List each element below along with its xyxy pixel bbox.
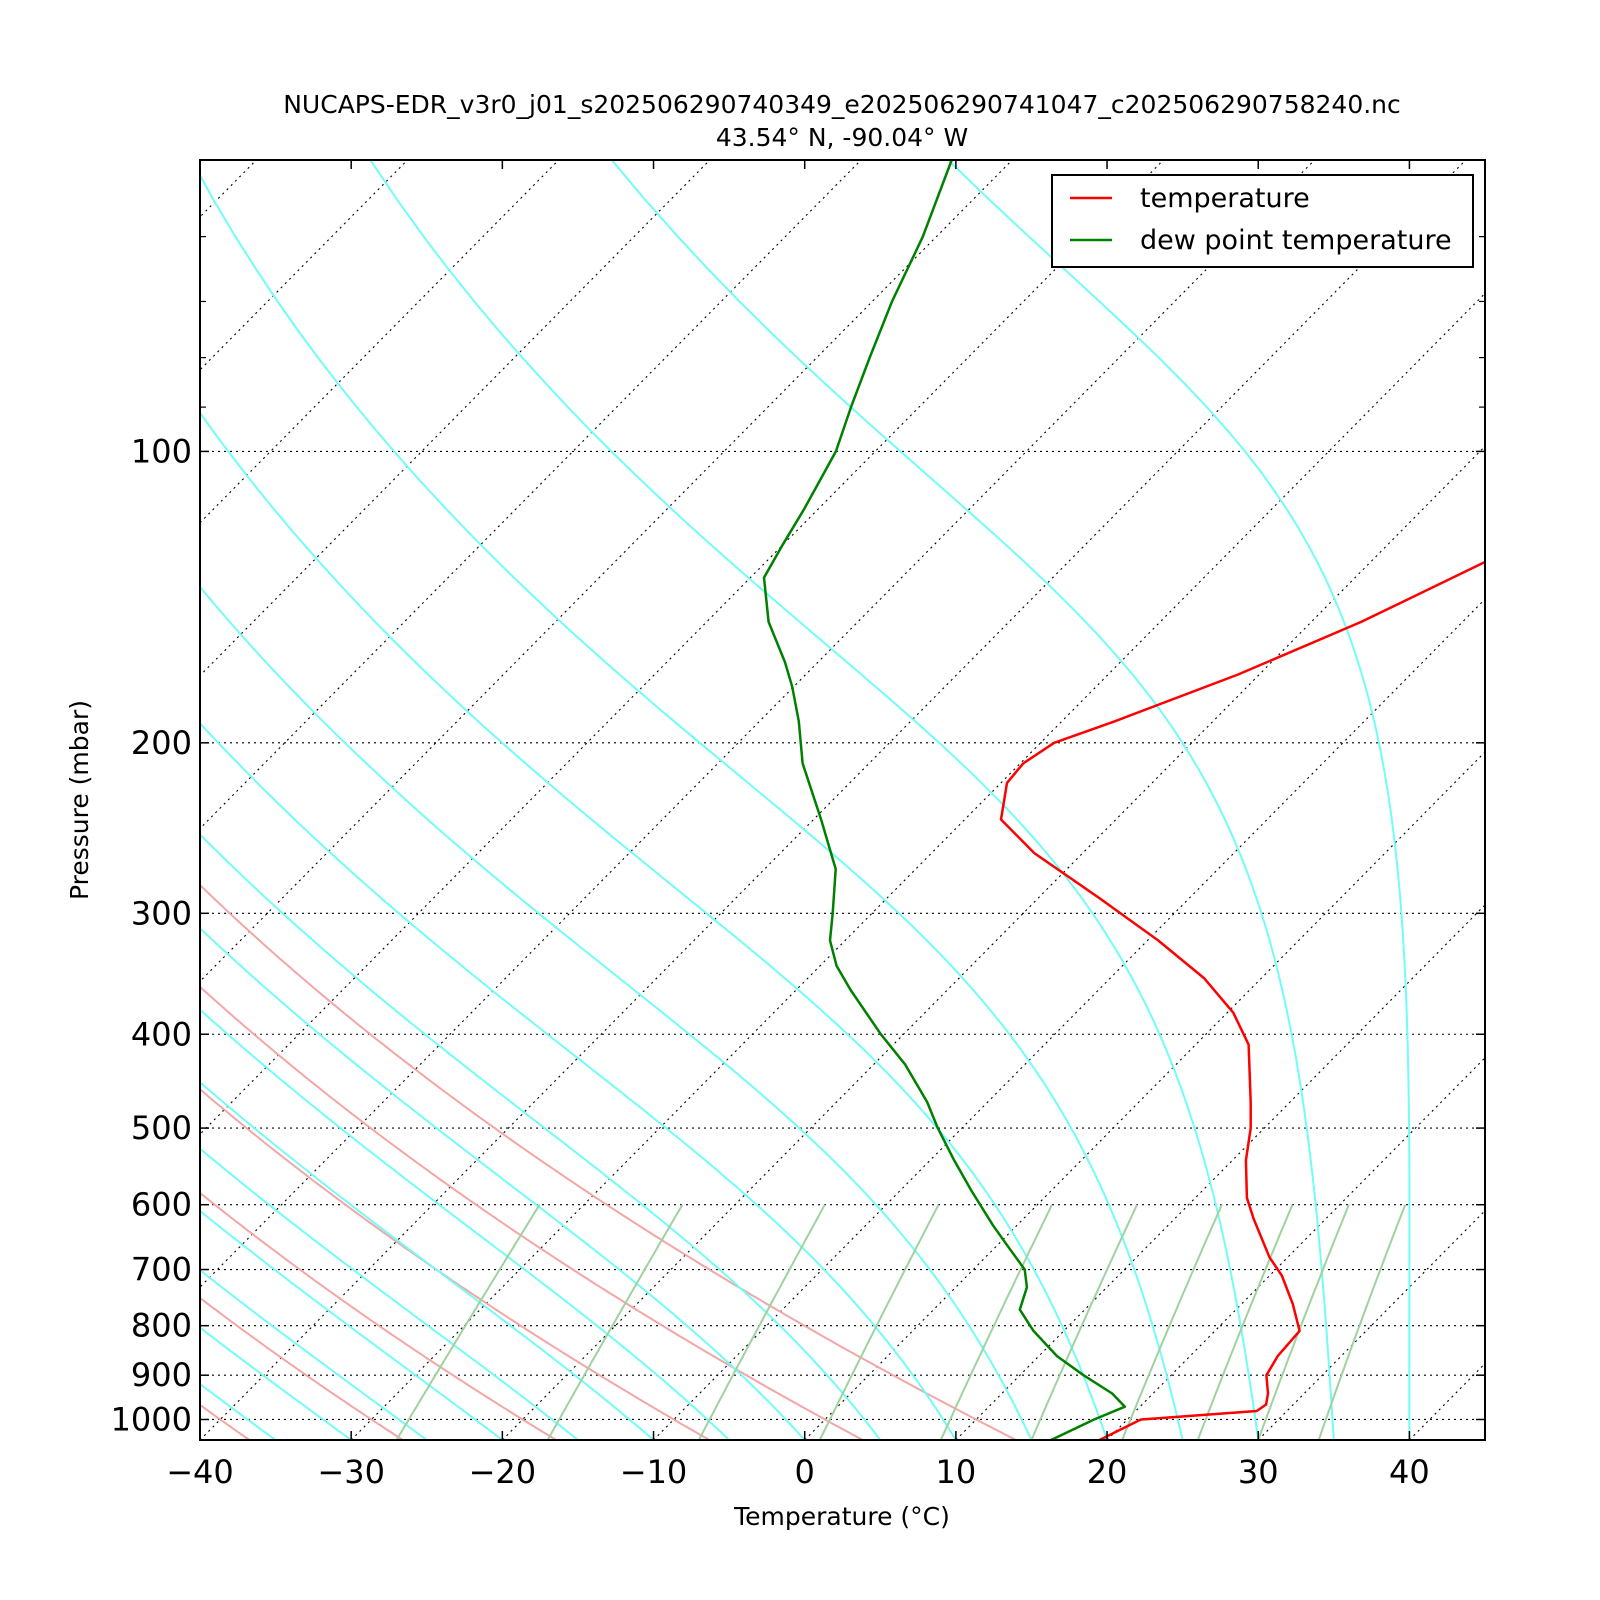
x-tick-label: −10 — [620, 1453, 688, 1491]
moist-adiabat-line — [200, 1080, 655, 1440]
x-tick-label: 30 — [1238, 1453, 1279, 1491]
data-series — [762, 160, 1485, 1440]
isotherm-line — [350, 292, 1485, 1440]
x-tick-label: 0 — [795, 1453, 815, 1491]
mixing-ratio-line — [395, 1204, 541, 1440]
dry-adiabat-line — [200, 1296, 404, 1440]
isotherm-line — [200, 160, 711, 677]
isotherm-line — [200, 160, 1164, 1136]
legend: temperature dew point temperature — [1051, 174, 1474, 268]
x-tick-label: 40 — [1389, 1453, 1430, 1491]
moist-adiabat-line — [200, 1147, 579, 1440]
isotherm-line — [200, 160, 1315, 1288]
moist-adiabat-line — [200, 1209, 503, 1440]
moist-adiabat-line — [369, 160, 1260, 1440]
moist-adiabat-line — [200, 1268, 428, 1440]
y-tick-label: 500 — [131, 1109, 192, 1147]
y-axis-ticks: 100 200 300 400 500 600 700 800 900 1000 — [111, 159, 1485, 1438]
legend-label-dew-point: dew point temperature — [1140, 225, 1452, 256]
y-tick-label: 300 — [131, 894, 192, 932]
moist-adiabat-line — [200, 1326, 352, 1440]
y-tick-label: 900 — [131, 1356, 192, 1394]
moist-adiabat-line — [611, 160, 1335, 1440]
mixing-ratio-line — [1121, 1204, 1223, 1440]
mixing-ratio-line — [698, 1204, 826, 1440]
mixing-ratio-line — [1196, 1204, 1294, 1440]
plot-area — [200, 160, 1485, 1440]
dry-adiabat-line — [200, 883, 1017, 1440]
isotherm-line — [200, 160, 862, 830]
y-tick-label: 1000 — [111, 1400, 192, 1438]
y-tick-label: 700 — [131, 1251, 192, 1289]
temperature-line — [999, 560, 1485, 1440]
x-axis-label: Temperature (°C) — [733, 1502, 950, 1531]
y-tick-label: 100 — [131, 432, 192, 470]
mixing-ratio-line — [1030, 1204, 1138, 1440]
pressure-gridlines — [200, 450, 1485, 1421]
x-tick-label: −20 — [469, 1453, 537, 1491]
isotherm-line — [955, 904, 1485, 1440]
moist-adiabat-line — [200, 411, 1109, 1440]
dew-point-line — [762, 160, 1127, 1440]
y-tick-label: 600 — [131, 1186, 192, 1224]
y-tick-label: 400 — [131, 1015, 192, 1053]
mixing-ratio-line — [1317, 1204, 1407, 1440]
moist-adiabat-line — [200, 585, 1033, 1440]
x-tick-label: −40 — [166, 1453, 234, 1491]
moist-adiabats — [200, 160, 1411, 1440]
chart-subtitle: 43.54° N, -90.04° W — [716, 123, 968, 152]
isotherm-line — [200, 160, 560, 524]
x-tick-label: 10 — [936, 1453, 977, 1491]
mixing-ratio-line — [1257, 1204, 1350, 1440]
dry-adiabat-line — [200, 1087, 710, 1440]
moist-adiabat-line — [200, 721, 957, 1440]
x-tick-label: −30 — [317, 1453, 385, 1491]
chart-title: NUCAPS-EDR_v3r0_j01_s202506290740349_e20… — [283, 90, 1401, 119]
legend-label-temperature: temperature — [1140, 183, 1310, 214]
legend-box — [1051, 174, 1474, 268]
mixing-ratio-line — [818, 1204, 940, 1440]
x-axis-ticks: −40 −30 −20 −10 0 10 20 30 40 — [166, 160, 1430, 1491]
y-tick-label: 200 — [131, 724, 192, 762]
x-tick-label: 20 — [1087, 1453, 1128, 1491]
isotherm-line — [501, 445, 1485, 1440]
y-tick-label: 800 — [131, 1307, 192, 1345]
moist-adiabat-line — [200, 833, 882, 1440]
mixing-ratio-line — [546, 1204, 684, 1440]
mixing-ratio-line — [939, 1204, 1053, 1440]
moist-adiabat-line — [200, 926, 806, 1440]
plot-frame — [199, 159, 1486, 1441]
isotherm-line — [653, 598, 1485, 1440]
isotherm-line — [200, 160, 1013, 983]
moist-adiabat-line — [200, 1008, 730, 1440]
isotherm-line — [804, 751, 1485, 1440]
isotherm-line — [200, 160, 1467, 1440]
y-axis-label: Pressure (mbar) — [65, 700, 94, 900]
moist-adiabat-line — [947, 160, 1411, 1440]
mixing-ratio-lines — [395, 1204, 1407, 1440]
isotherm-line — [1257, 1209, 1485, 1440]
moist-adiabat-line — [200, 173, 1184, 1440]
